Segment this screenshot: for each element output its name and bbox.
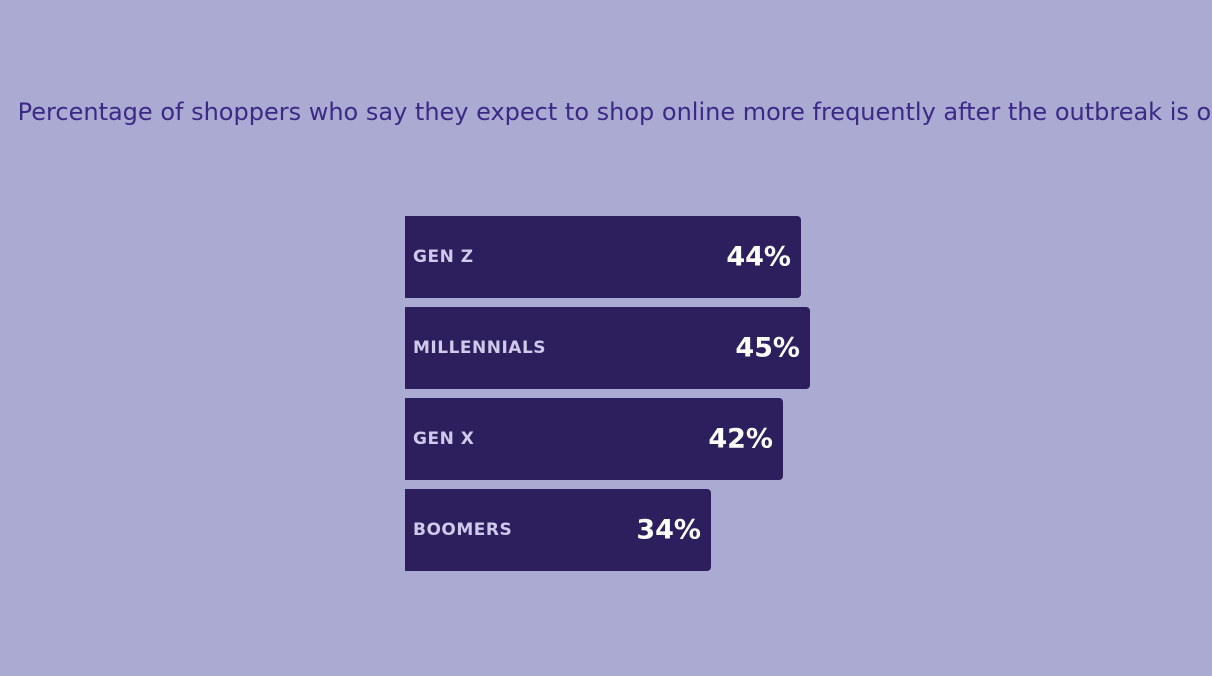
bar-value-label: 42% xyxy=(708,423,773,455)
bar-millennials: MILLENNIALS 45% xyxy=(405,307,810,389)
bar-gen-z: GEN Z 44% xyxy=(405,216,801,298)
bar-value-label: 34% xyxy=(636,514,701,546)
bar-category-label: MILLENNIALS xyxy=(413,338,547,358)
chart-title-text: Percentage of shoppers who say they expe… xyxy=(17,98,1212,126)
bar-gen-x: GEN X 42% xyxy=(405,398,783,480)
bar-value-label: 45% xyxy=(735,332,800,364)
bar-category-label: GEN Z xyxy=(413,247,474,267)
bar-value-label: 44% xyxy=(726,241,791,273)
bar-category-label: GEN X xyxy=(413,429,475,449)
bar-chart: GEN Z 44% MILLENNIALS 45% GEN X 42% BOOMERS 34% xyxy=(405,216,925,576)
bar-boomers: BOOMERS 34% xyxy=(405,489,711,571)
chart-title: Percentage of shoppers who say they expe… xyxy=(0,95,1212,129)
bar-category-label: BOOMERS xyxy=(413,520,513,540)
